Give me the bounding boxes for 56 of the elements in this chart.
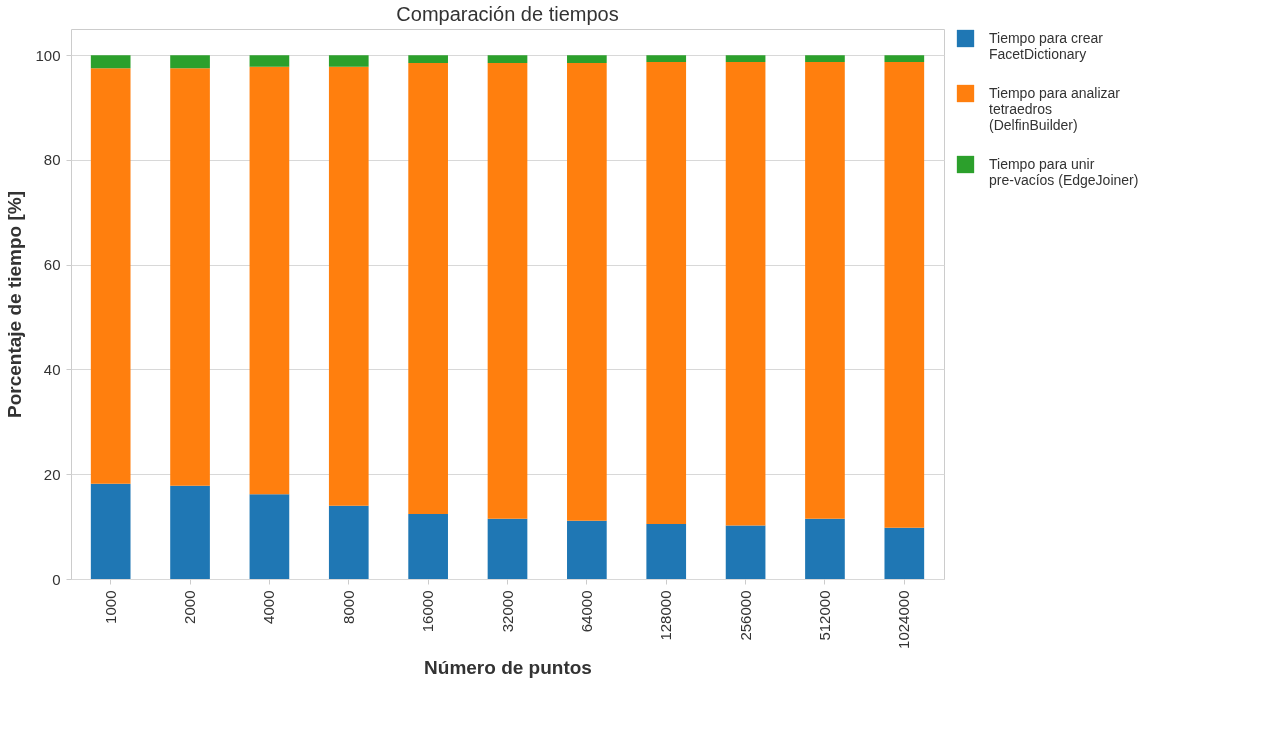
bar [487, 55, 528, 64]
x-tick-label: 128000 [657, 590, 675, 641]
bar [90, 483, 131, 579]
x-axis-title: Número de puntos [424, 656, 592, 678]
bar [725, 62, 766, 526]
bar [487, 63, 528, 519]
y-tick-label: 0 [52, 570, 61, 588]
bar [725, 55, 766, 62]
x-tick-label: 64000 [577, 590, 595, 633]
y-tick-label: 80 [43, 151, 61, 169]
x-tick-label: 32000 [498, 590, 516, 633]
chart-title: Comparación de tiempos [396, 3, 619, 25]
bar [249, 66, 290, 495]
bar [408, 63, 448, 515]
y-tick-label: 100 [35, 46, 61, 64]
y-tick-label: 40 [43, 360, 61, 378]
bar [646, 524, 687, 579]
bar [805, 518, 845, 579]
x-tick-label: 1024000 [895, 590, 913, 649]
y-tick-label: 20 [43, 465, 61, 483]
x-tick-label: 1000 [101, 590, 119, 624]
bar [328, 66, 369, 506]
bar [567, 520, 607, 579]
bar [487, 518, 528, 579]
bar [805, 62, 845, 519]
x-tick-label: 4000 [260, 590, 278, 624]
bar [646, 62, 687, 524]
x-tick-label: 16000 [419, 590, 437, 633]
bar [170, 55, 210, 69]
bar [884, 62, 925, 528]
bar [408, 55, 448, 64]
bar [567, 63, 607, 521]
y-axis-title: Porcentaje de tiempo [%] [4, 191, 26, 418]
bar [328, 505, 369, 579]
x-tick-label: 256000 [736, 590, 754, 641]
bar [408, 514, 448, 579]
bar [567, 55, 607, 64]
bar [170, 485, 210, 579]
bar [90, 68, 131, 484]
y-tick-label: 60 [43, 256, 61, 274]
x-tick-label: 512000 [815, 590, 833, 641]
bar [805, 55, 845, 62]
bar [884, 527, 925, 579]
legend-label: Tiempo para crear FacetDictionary [989, 29, 1104, 62]
legend-label: Tiempo para unir pre-vacíos (EdgeJoiner) [989, 155, 1139, 188]
bar [170, 68, 210, 486]
bar [884, 55, 925, 62]
bar [725, 525, 766, 579]
legend-label: Tiempo para analizar tetraedros (DelfinBuilder) [989, 84, 1121, 133]
bar [90, 55, 131, 69]
x-tick-label: 2000 [181, 590, 199, 624]
bar [328, 55, 369, 67]
bar [249, 55, 290, 67]
bar [249, 494, 290, 579]
bar [646, 55, 687, 62]
x-tick-label: 8000 [339, 590, 357, 624]
